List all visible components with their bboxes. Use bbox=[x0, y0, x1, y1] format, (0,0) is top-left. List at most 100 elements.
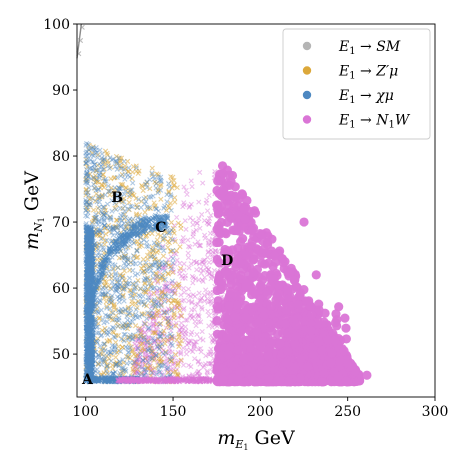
data-point bbox=[101, 341, 108, 347]
data-point bbox=[109, 293, 115, 299]
data-point bbox=[198, 319, 204, 325]
data-point bbox=[198, 295, 205, 301]
data-point bbox=[83, 161, 89, 167]
data-point bbox=[87, 367, 93, 373]
data-point bbox=[85, 146, 91, 152]
data-point bbox=[150, 193, 156, 199]
data-point bbox=[155, 187, 161, 193]
data-point bbox=[90, 245, 96, 251]
data-point bbox=[118, 309, 124, 315]
data-point bbox=[90, 330, 96, 337]
data-point bbox=[150, 322, 157, 329]
data-point bbox=[119, 183, 125, 189]
data-point bbox=[83, 237, 89, 243]
data-point bbox=[117, 273, 123, 279]
data-point bbox=[94, 177, 100, 183]
data-point bbox=[190, 372, 196, 378]
data-point bbox=[173, 368, 179, 374]
data-point bbox=[282, 285, 292, 295]
data-point bbox=[83, 153, 89, 159]
data-point bbox=[187, 313, 193, 319]
data-point bbox=[86, 185, 92, 191]
data-point bbox=[127, 174, 133, 180]
data-point bbox=[136, 292, 142, 298]
data-point bbox=[95, 152, 101, 158]
data-point bbox=[151, 290, 157, 296]
data-point bbox=[155, 295, 161, 301]
data-point bbox=[86, 259, 92, 266]
data-point bbox=[178, 325, 184, 331]
data-point bbox=[105, 222, 112, 229]
data-point bbox=[157, 329, 164, 335]
data-point bbox=[87, 202, 93, 208]
data-point bbox=[96, 218, 102, 225]
data-point bbox=[112, 158, 119, 164]
data-point bbox=[156, 346, 162, 352]
data-point bbox=[154, 369, 160, 376]
data-point bbox=[90, 144, 96, 150]
data-point bbox=[127, 345, 133, 351]
data-point bbox=[206, 242, 212, 248]
data-point bbox=[144, 266, 150, 272]
data-point bbox=[183, 328, 189, 334]
data-point bbox=[189, 273, 195, 280]
data-point bbox=[160, 272, 166, 278]
data-point bbox=[99, 221, 106, 227]
data-point bbox=[265, 281, 276, 291]
data-point bbox=[134, 247, 140, 254]
data-point bbox=[154, 343, 160, 350]
data-point bbox=[106, 273, 112, 279]
data-point bbox=[139, 269, 145, 275]
data-point bbox=[116, 285, 122, 291]
data-point bbox=[102, 293, 109, 299]
data-point bbox=[84, 170, 90, 176]
data-point bbox=[163, 325, 169, 331]
data-point bbox=[262, 240, 273, 250]
data-point bbox=[104, 201, 111, 207]
data-point bbox=[145, 338, 151, 344]
data-point bbox=[248, 267, 259, 278]
data-point bbox=[181, 202, 187, 208]
data-point bbox=[87, 165, 93, 171]
data-point bbox=[158, 320, 164, 327]
data-point bbox=[126, 218, 132, 224]
data-point bbox=[208, 247, 214, 253]
data-point bbox=[174, 337, 180, 343]
data-point bbox=[141, 334, 147, 341]
data-point bbox=[207, 298, 213, 305]
data-point bbox=[89, 349, 95, 355]
data-point bbox=[176, 326, 183, 333]
data-point bbox=[85, 189, 91, 196]
data-point bbox=[204, 372, 210, 378]
data-point bbox=[120, 357, 126, 363]
data-point bbox=[163, 360, 169, 367]
data-point bbox=[131, 286, 138, 292]
data-point bbox=[177, 260, 183, 266]
data-point bbox=[151, 357, 157, 363]
data-point bbox=[188, 312, 194, 318]
data-point bbox=[83, 187, 89, 193]
data-point bbox=[175, 284, 182, 291]
data-point bbox=[147, 206, 153, 212]
data-point bbox=[107, 155, 113, 161]
data-point bbox=[188, 332, 194, 338]
data-point bbox=[117, 215, 123, 221]
data-point bbox=[117, 361, 124, 368]
data-point bbox=[180, 238, 186, 245]
data-point bbox=[191, 346, 197, 352]
data-point bbox=[191, 341, 197, 347]
data-point bbox=[99, 351, 105, 357]
data-point bbox=[170, 260, 176, 266]
data-point bbox=[104, 319, 110, 325]
data-point bbox=[166, 324, 172, 330]
data-point bbox=[230, 182, 240, 192]
data-point bbox=[101, 216, 107, 222]
data-point bbox=[189, 184, 195, 190]
data-point bbox=[170, 247, 176, 254]
data-point bbox=[188, 347, 194, 353]
data-point bbox=[162, 292, 168, 298]
data-point bbox=[193, 323, 199, 329]
data-point bbox=[205, 299, 211, 305]
data-point bbox=[99, 287, 105, 293]
data-point bbox=[149, 172, 155, 178]
